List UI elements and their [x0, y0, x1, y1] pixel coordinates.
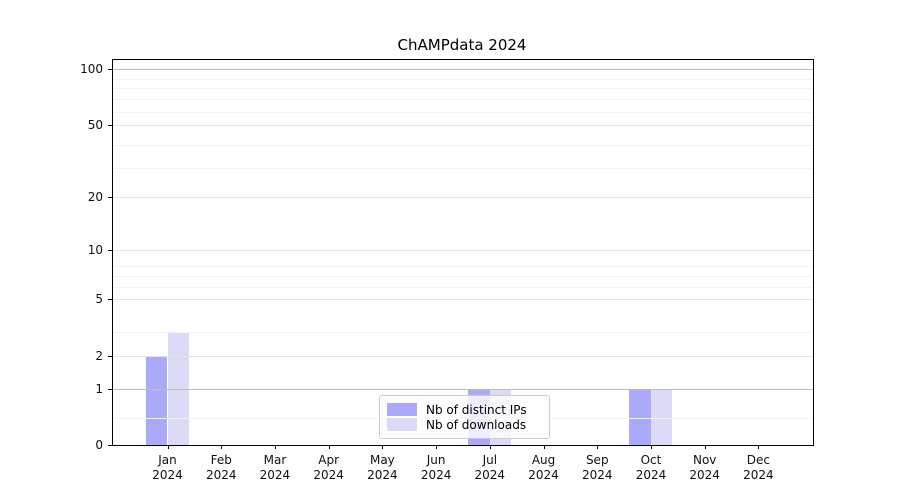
gridline-major [113, 69, 813, 70]
bar-nb-of-downloads-oct [650, 388, 673, 445]
gridline-minor [113, 79, 813, 80]
x-tick-mark [382, 445, 384, 449]
gridline-minor [113, 168, 813, 169]
legend-label-downloads: Nb of downloads [426, 417, 527, 432]
gridline-major [113, 299, 813, 300]
x-tick-mark [167, 445, 169, 449]
y-tick-mark [108, 125, 112, 126]
gridline-minor [113, 276, 813, 277]
x-tick-mark [489, 445, 491, 449]
x-tick-label-jan: Jan 2024 [152, 453, 183, 482]
gridline-minor [113, 266, 813, 267]
x-tick-label-apr: Apr 2024 [313, 453, 344, 482]
gridline-minor [113, 88, 813, 89]
y-tick-mark [108, 445, 112, 446]
x-tick-label-jun: Jun 2024 [420, 453, 452, 482]
gridline-major [113, 389, 813, 390]
x-tick-label-nov: Nov 2024 [689, 453, 720, 482]
y-tick-label: 0 [95, 438, 103, 452]
gridline-minor [113, 332, 813, 333]
y-tick-label: 2 [95, 348, 103, 363]
y-tick-label: 50 [87, 117, 103, 132]
y-tick-label: 20 [87, 190, 103, 205]
bar-nb-of-distinct-ips-oct [629, 388, 651, 445]
x-tick-mark [274, 445, 276, 449]
x-tick-label-oct: Oct 2024 [635, 453, 667, 482]
y-tick-mark [108, 356, 112, 357]
y-tick-label: 100 [80, 62, 103, 77]
x-tick-mark [543, 445, 545, 449]
gridline-major [113, 197, 813, 198]
gridline-major [113, 125, 813, 126]
x-tick-mark [328, 445, 330, 449]
chart-title: ChAMPdata 2024 [397, 36, 527, 54]
x-tick-mark [597, 445, 599, 449]
gridline-minor [113, 112, 813, 113]
x-tick-label-jul: Jul 2024 [474, 453, 506, 482]
x-tick-mark [704, 445, 706, 449]
x-tick-mark [650, 445, 652, 449]
gridline-minor [113, 145, 813, 146]
x-tick-label-feb: Feb 2024 [205, 453, 237, 482]
x-tick-label-sep: Sep 2024 [581, 453, 613, 482]
gridline-major [113, 250, 813, 251]
x-tick-mark [221, 445, 223, 449]
bar-nb-of-distinct-ips-jan [146, 355, 168, 445]
bar-nb-of-downloads-jan [167, 332, 189, 445]
y-tick-mark [108, 197, 112, 198]
x-tick-mark [436, 445, 438, 449]
x-tick-label-aug: Aug 2024 [528, 453, 559, 482]
y-tick-label: 1 [95, 381, 103, 396]
plot-area: Nb of distinct IPs Nb of downloads 0 1 2 5 1… [80, 59, 814, 482]
y-tick-label: 10 [87, 242, 103, 257]
y-tick-mark [108, 299, 112, 300]
legend-item-distinct-ips: Nb of distinct IPs [387, 402, 541, 417]
legend-item-downloads: Nb of downloads [387, 417, 541, 432]
x-tick-mark [758, 445, 760, 449]
gridline-minor [113, 287, 813, 288]
y-tick-mark [108, 69, 112, 70]
x-tick-label-mar: Mar 2024 [259, 453, 291, 482]
gridline-minor [113, 99, 813, 100]
legend-swatch-distinct-ips [387, 403, 417, 416]
legend-swatch-downloads [387, 418, 417, 431]
x-tick-label-dec: Dec 2024 [743, 453, 774, 482]
legend-label-distinct-ips: Nb of distinct IPs [426, 402, 527, 417]
gridline-major [113, 356, 813, 357]
y-tick-mark [108, 389, 112, 390]
y-tick-label: 5 [95, 292, 103, 307]
legend: Nb of distinct IPs Nb of downloads [379, 395, 550, 439]
y-tick-mark [108, 250, 112, 251]
x-tick-label-may: May 2024 [367, 453, 398, 482]
